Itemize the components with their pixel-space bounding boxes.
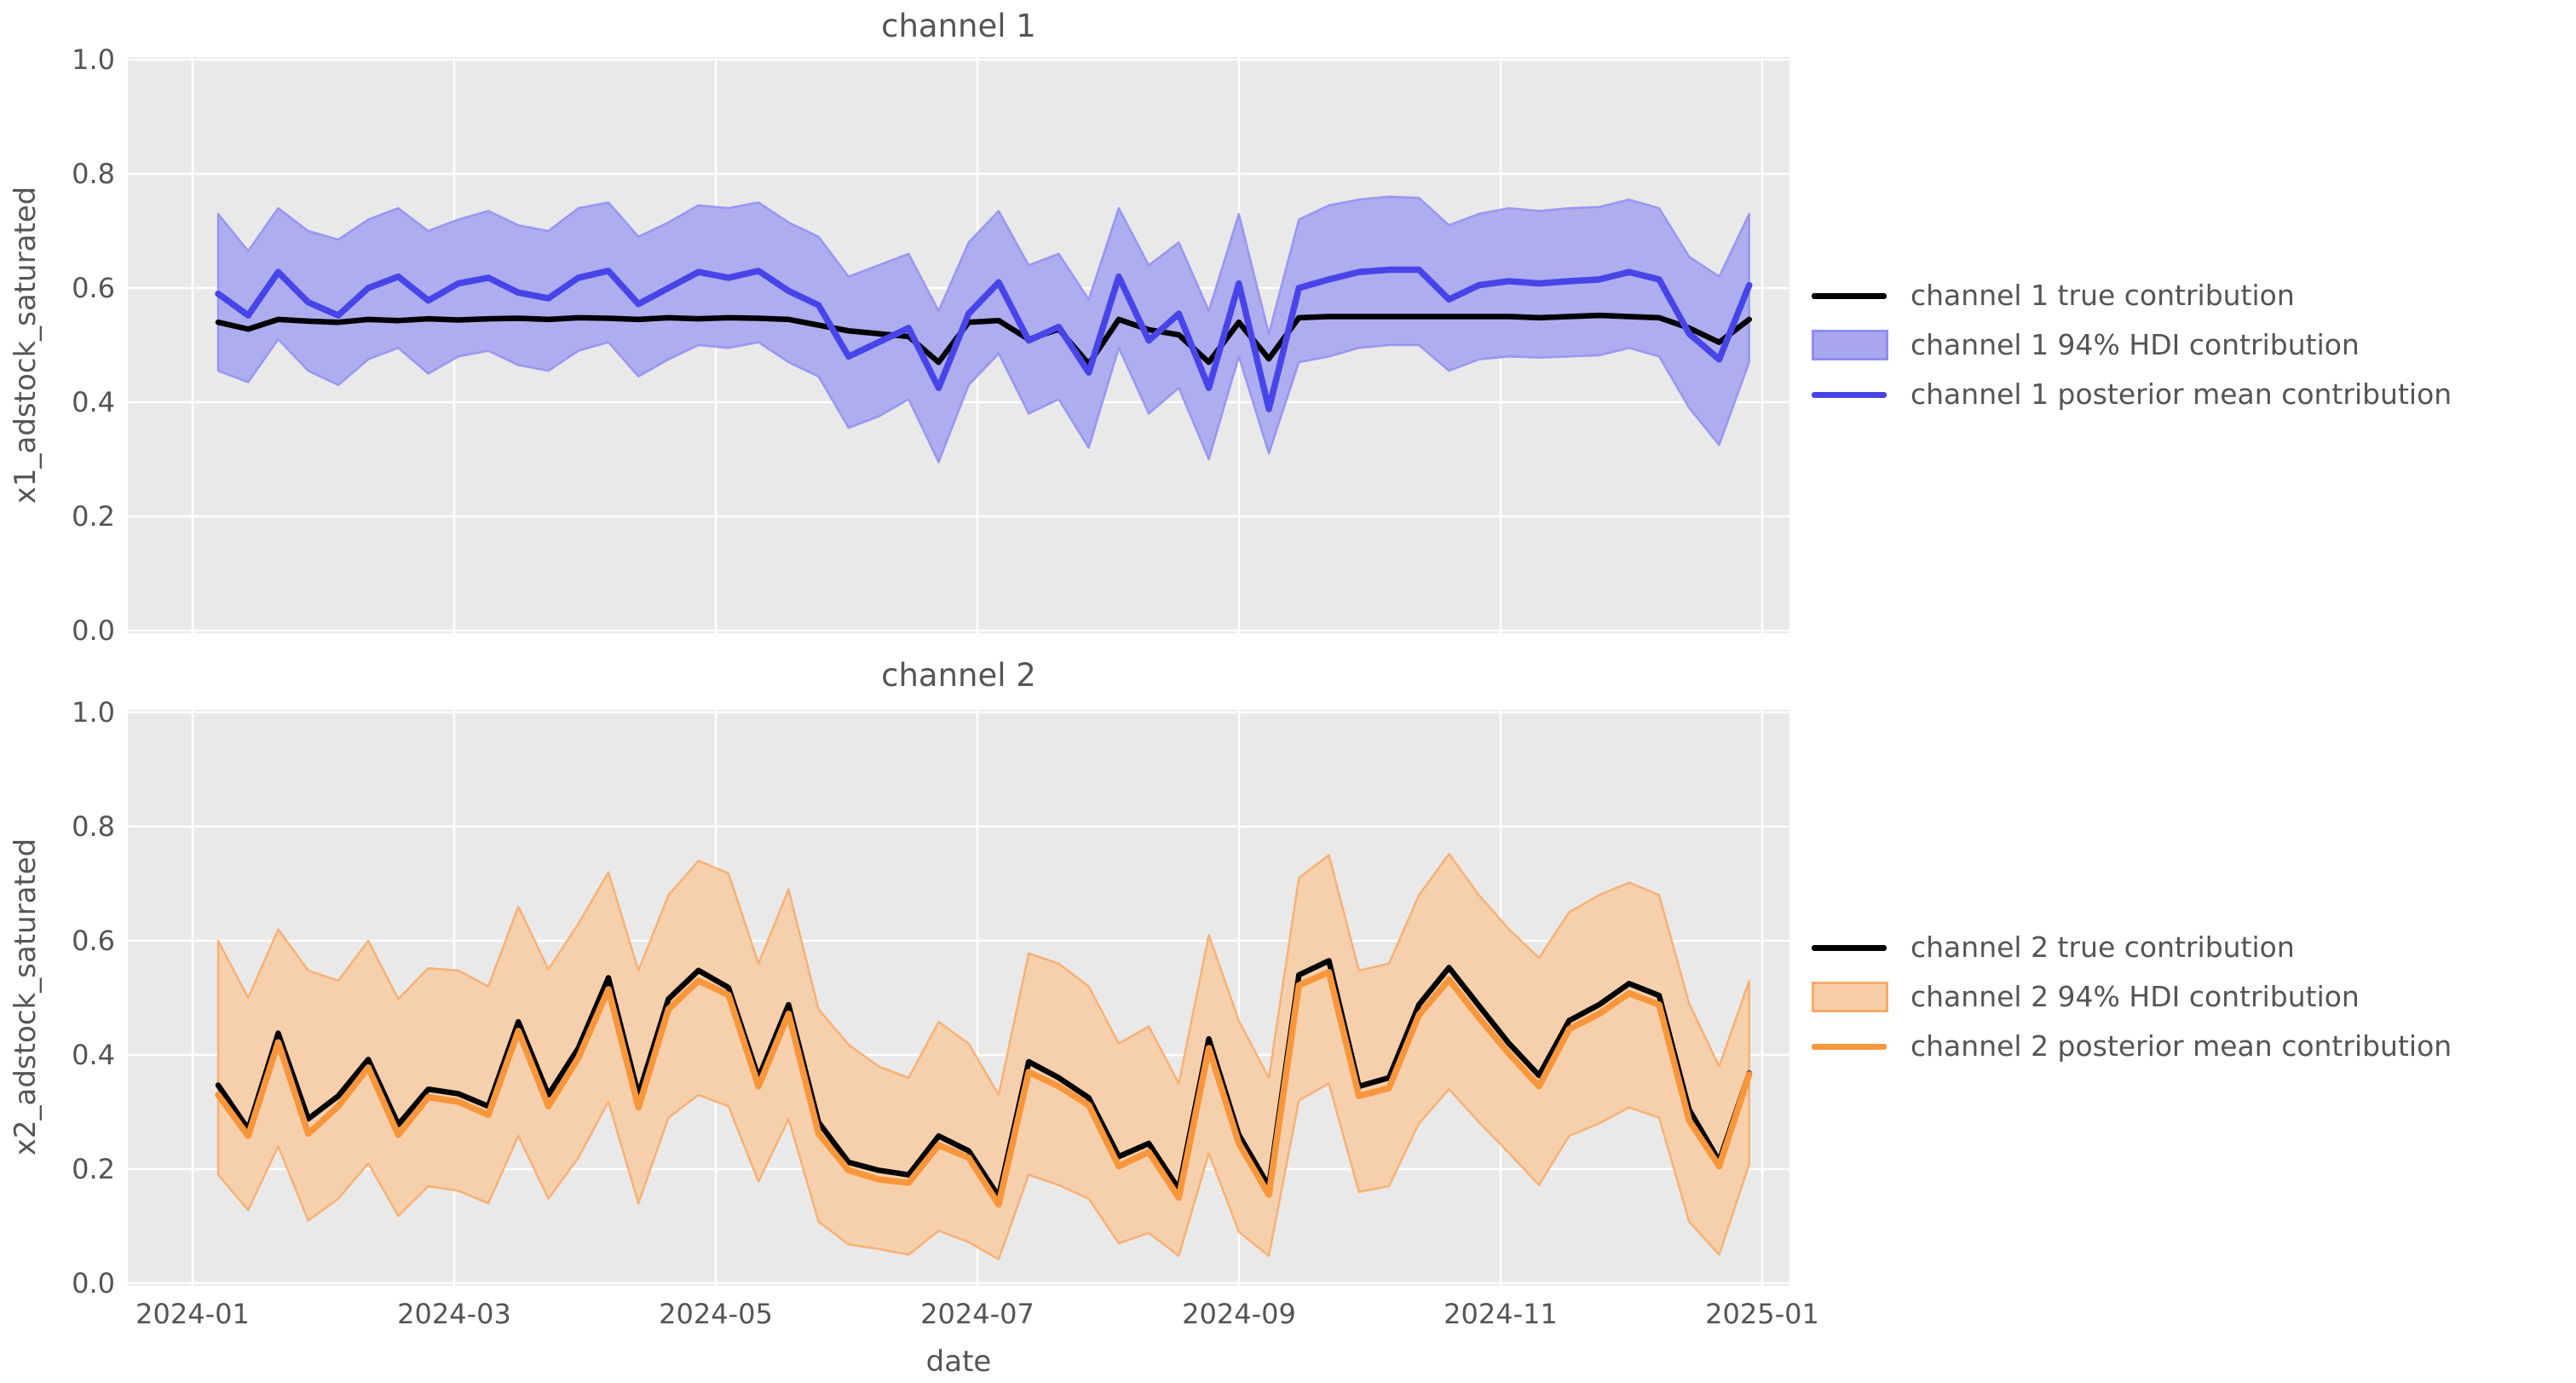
- chart2-plot-area: [128, 710, 1789, 1286]
- hdi-band: [216, 852, 1750, 1261]
- y-tick-label: 1.0: [72, 696, 115, 729]
- legend-line-swatch: [1812, 1044, 1887, 1050]
- x-tick-label: 2024-03: [397, 1298, 511, 1330]
- y-tick-label: 0.8: [72, 810, 115, 843]
- legend-label: channel 2 posterior mean contribution: [1910, 1029, 2452, 1063]
- y-tick-label: 0.6: [72, 272, 115, 304]
- x-tick-label: 2024-01: [135, 1298, 250, 1330]
- y-tick-label: 0.0: [72, 1267, 115, 1299]
- x-tick-label: 2024-11: [1444, 1298, 1558, 1330]
- chart2-title: channel 2: [881, 657, 1036, 694]
- chart1-plot-area: [128, 57, 1789, 633]
- hdi-band: [216, 195, 1750, 464]
- x-axis-label: date: [925, 1345, 992, 1379]
- y-tick-label: 1.0: [72, 43, 115, 76]
- legend-label: channel 2 94% HDI contribution: [1910, 980, 2360, 1013]
- x-tick-label: 2024-07: [920, 1298, 1034, 1330]
- y-tick-label: 0.6: [72, 925, 115, 957]
- y-tick-label: 0.8: [72, 158, 115, 190]
- x-tick-label: 2025-01: [1705, 1298, 1819, 1330]
- legend-label: channel 2 true contribution: [1910, 931, 2295, 964]
- y-tick-label: 0.2: [72, 500, 115, 533]
- y-tick-label: 0.4: [72, 386, 115, 418]
- posterior-mean-line: [215, 266, 1753, 412]
- posterior-mean-line: [215, 969, 1753, 1208]
- x-tick-label: 2024-05: [659, 1298, 773, 1330]
- legend-band-swatch: [1812, 330, 1888, 360]
- legend-line-swatch: [1812, 293, 1887, 299]
- legend-label: channel 1 true contribution: [1910, 279, 2295, 312]
- y-tick-label: 0.2: [72, 1153, 115, 1185]
- legend-label: channel 1 posterior mean contribution: [1910, 377, 2452, 411]
- legend-band-swatch: [1812, 982, 1888, 1012]
- chart1-title: channel 1: [881, 8, 1036, 44]
- true-contribution-line: [215, 312, 1752, 367]
- true-contribution-line: [215, 958, 1752, 1200]
- legend-line-swatch: [1812, 945, 1887, 951]
- legend-line-swatch: [1812, 392, 1887, 398]
- legend-label: channel 1 94% HDI contribution: [1910, 328, 2360, 361]
- x-tick-label: 2024-09: [1182, 1298, 1296, 1330]
- y-tick-label: 0.4: [72, 1039, 115, 1071]
- y-tick-label: 0.0: [72, 614, 115, 647]
